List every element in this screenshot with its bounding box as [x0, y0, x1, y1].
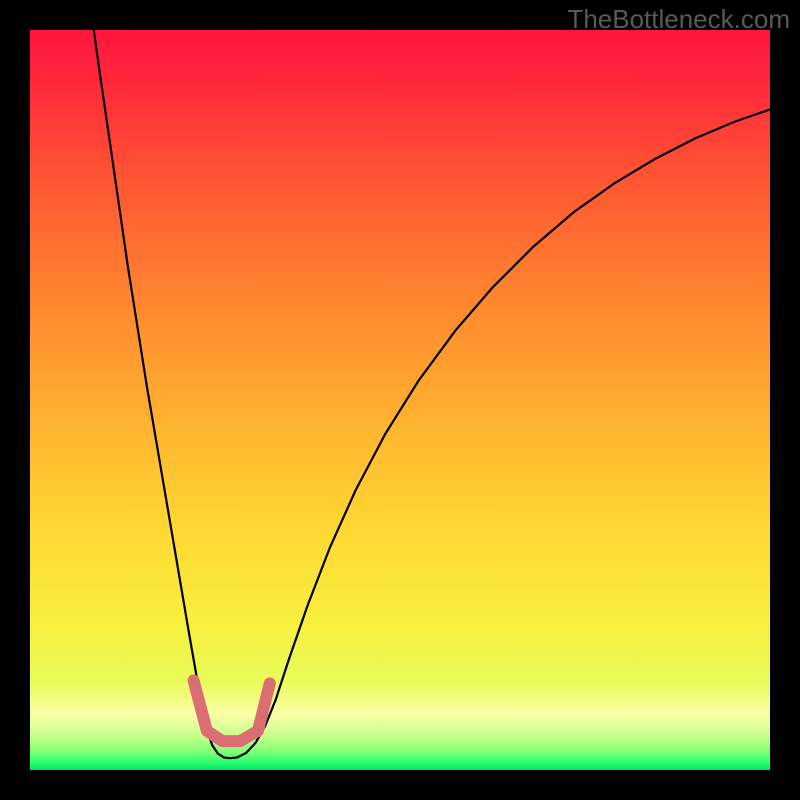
- curve-left: [93, 30, 230, 758]
- chart-svg: [30, 30, 770, 770]
- chart-frame: TheBottleneck.com: [0, 0, 800, 800]
- curve-right: [230, 108, 770, 758]
- plot-background: [30, 30, 770, 770]
- markers: [194, 680, 270, 741]
- plot-area: [30, 30, 770, 770]
